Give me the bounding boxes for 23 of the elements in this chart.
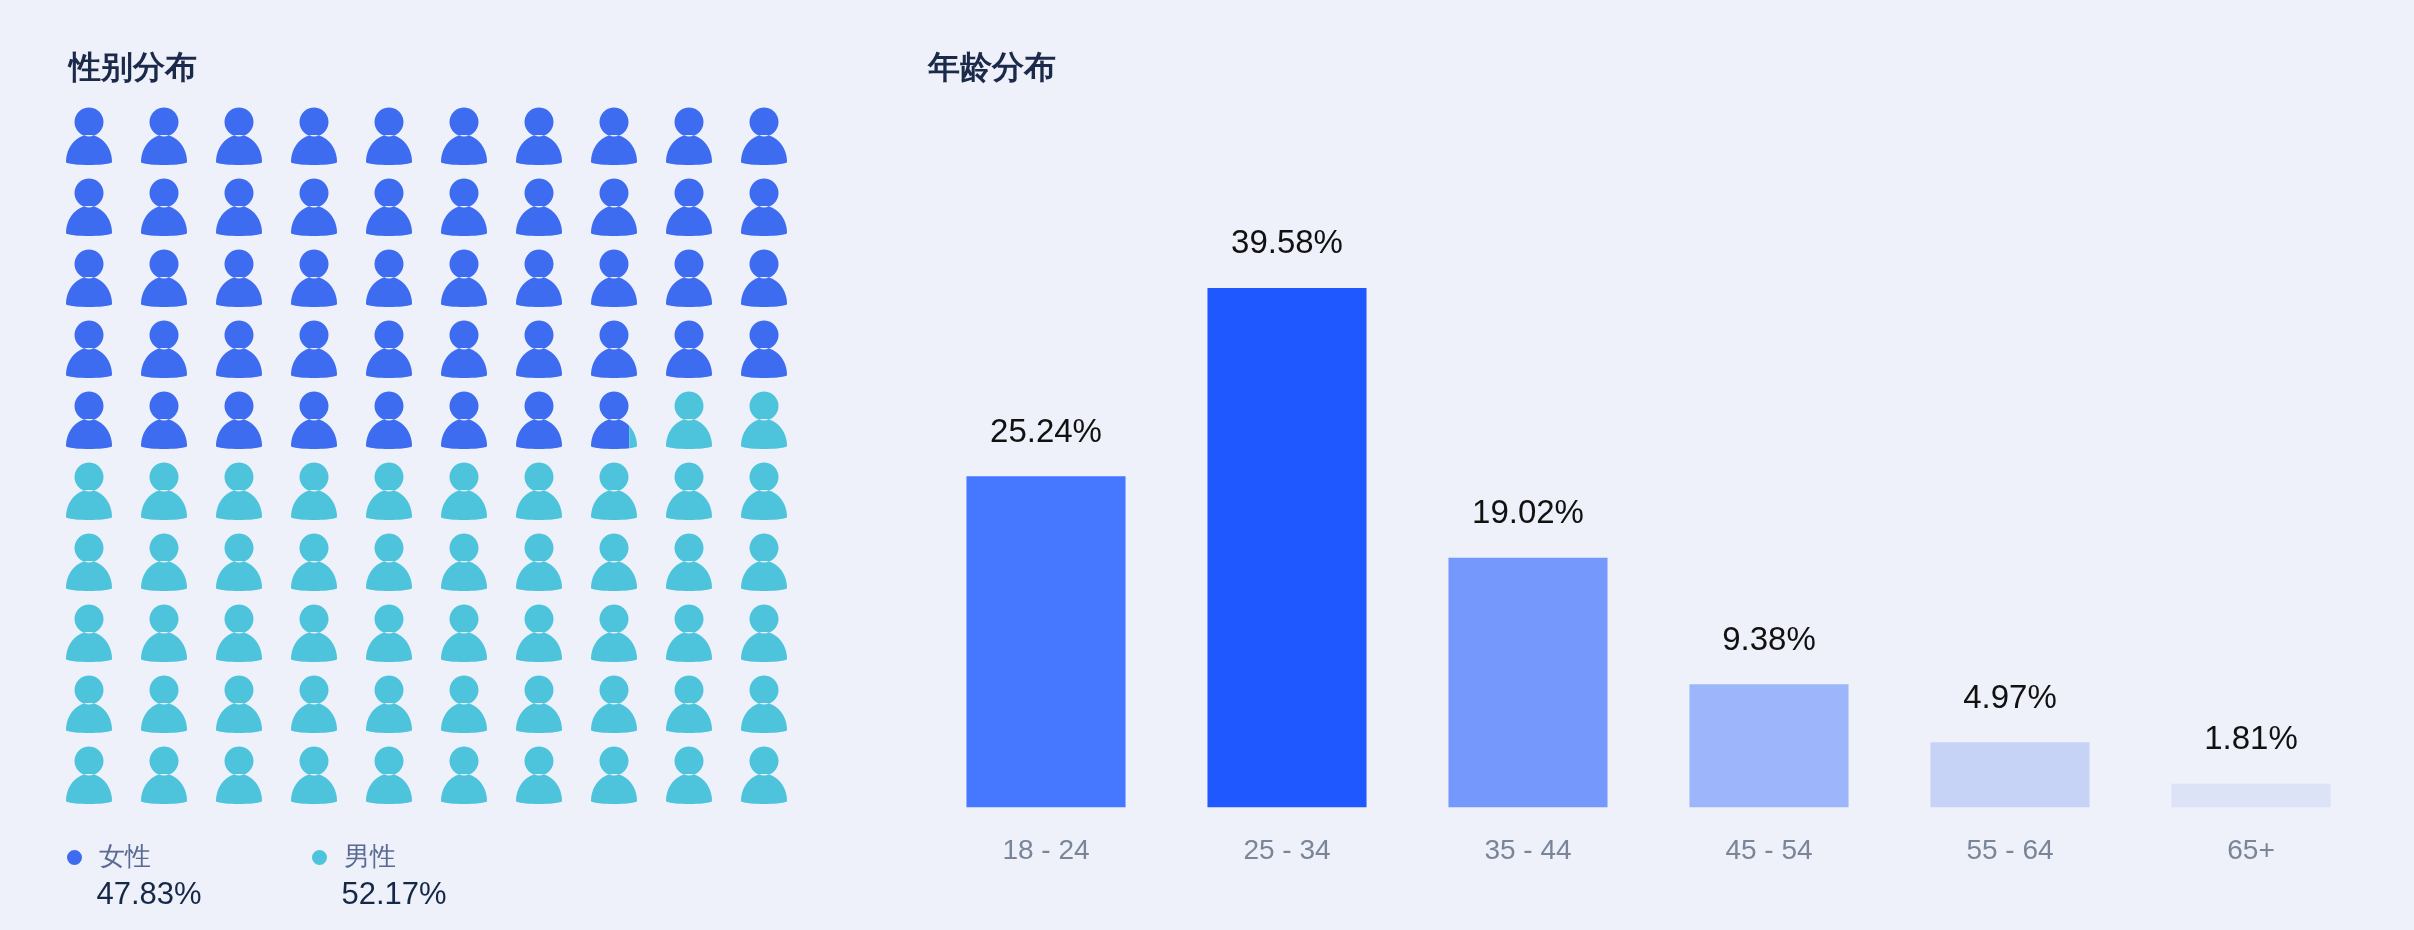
data-label: 52.17% xyxy=(341,876,447,911)
bar xyxy=(966,476,1126,808)
x-tick-label: 35 - 44 xyxy=(1484,833,1572,865)
legend-label: 男性 xyxy=(343,840,396,871)
data-label: 4.97% xyxy=(1963,677,2057,715)
bar xyxy=(1930,742,2090,808)
x-tick-label: 65+ xyxy=(2227,833,2275,865)
x-tick-label: 18 - 24 xyxy=(1002,833,1090,865)
data-label: 25.24% xyxy=(990,411,1102,449)
bar xyxy=(1448,557,1608,808)
data-label: 19.02% xyxy=(1472,493,1584,531)
data-label: 47.83% xyxy=(96,876,202,911)
data-label: 9.38% xyxy=(1722,619,1816,657)
x-tick-label: 25 - 34 xyxy=(1243,833,1331,865)
data-label: 1.81% xyxy=(2204,719,2298,757)
text: 性别分布 xyxy=(66,47,197,86)
chart-title: 年龄分布 xyxy=(926,47,1056,86)
bar xyxy=(1207,287,1367,808)
x-tick-label: 55 - 64 xyxy=(1966,833,2054,865)
bar xyxy=(1689,684,1849,808)
legend-label: 女性 xyxy=(98,840,151,871)
x-tick-label: 45 - 54 xyxy=(1725,833,1813,865)
data-label: 39.58% xyxy=(1231,223,1343,261)
